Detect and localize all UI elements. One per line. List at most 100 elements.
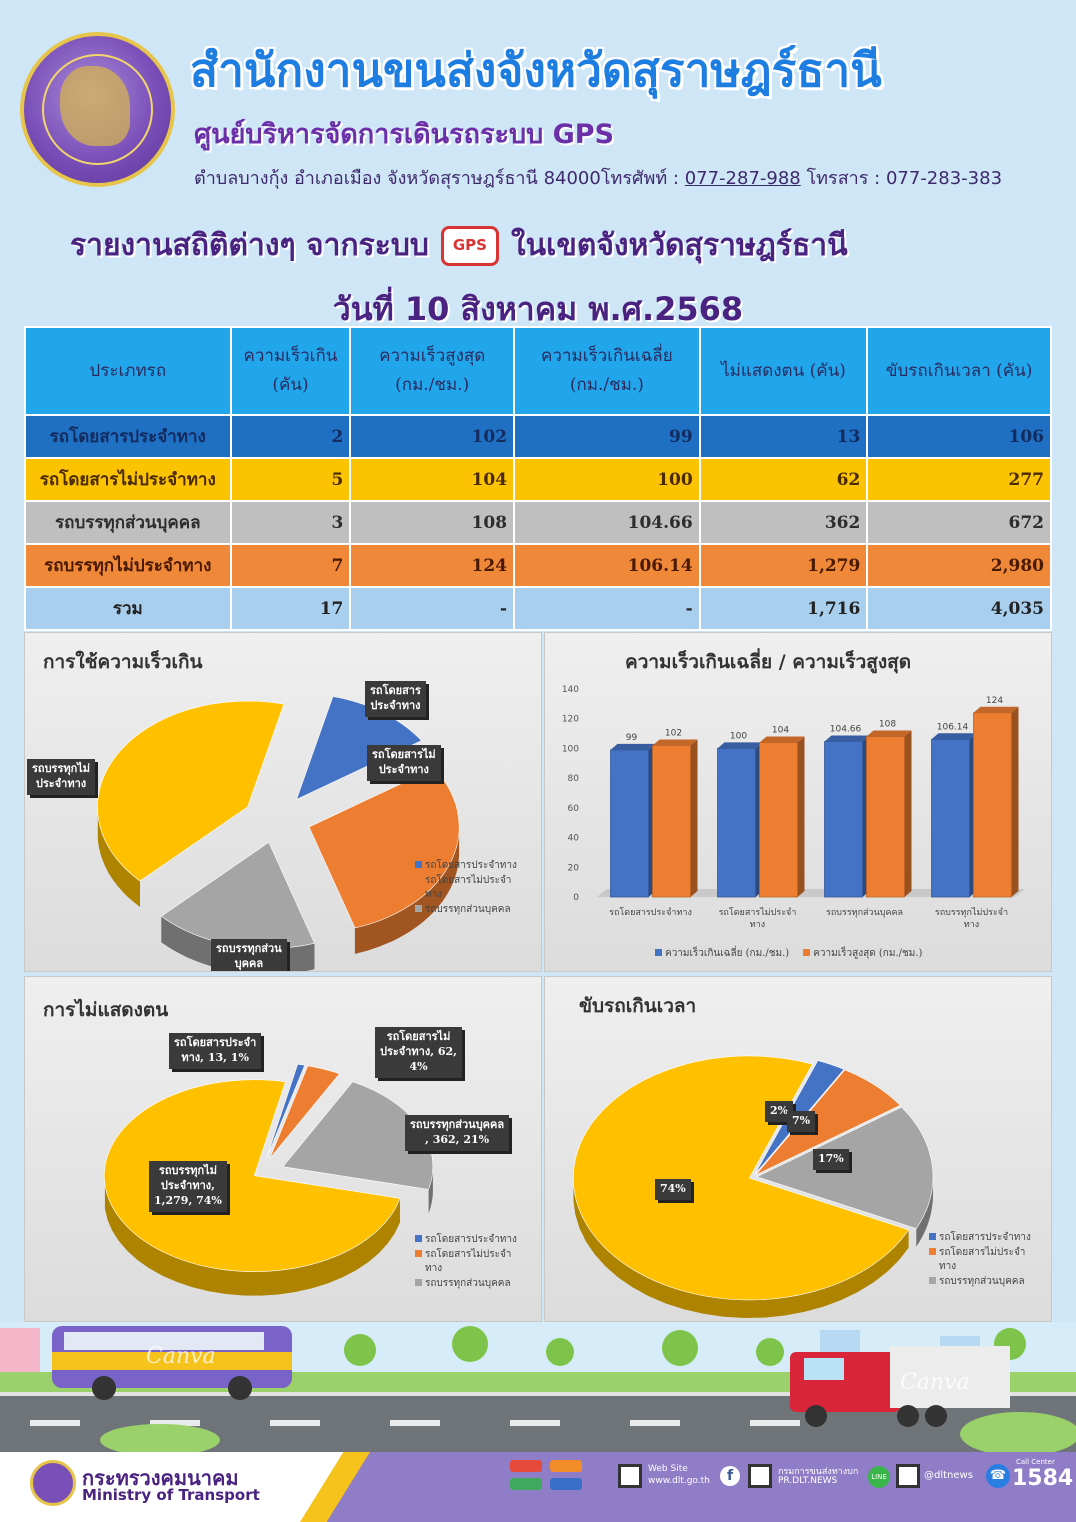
bar-chart-floor	[597, 889, 1025, 897]
bar-data-label: 108	[879, 720, 896, 730]
web-url[interactable]: www.dlt.go.th	[648, 1476, 710, 1486]
unidentified-pie-slice	[266, 1063, 306, 1159]
table-cell: 104.66	[513, 500, 701, 545]
bar-max-speed	[866, 736, 905, 898]
overtime-pie-slice-side	[573, 1182, 909, 1318]
table-cell: 102	[349, 414, 516, 459]
bar-legend-text: ความเร็วเกินเฉลี่ย (กม./ชม.)	[665, 948, 790, 959]
bar-side	[797, 736, 805, 897]
pie1-legend-text: รถโดยสารประจำทาง	[425, 860, 517, 871]
report-title-right: ในเขตจังหวัดสุราษฎร์ธานี	[510, 228, 848, 263]
table-cell: 99	[513, 414, 701, 459]
table-row: รวม 17- -1,716 4,035	[24, 586, 1052, 631]
table-cell: 106.14	[513, 543, 701, 588]
overtime-pie-slice	[755, 1069, 901, 1176]
bar-avg-speed	[931, 738, 970, 898]
unidentified-pie-slice	[269, 1065, 341, 1159]
pie1-label-truck-nonfixed: รถบรรทุกไม่ ประจำทาง	[27, 759, 96, 795]
bar-data-label: 100	[730, 731, 747, 741]
table-cell: 108	[349, 500, 516, 545]
pie2-legend-text: รถโดยสารไม่ประจำ ทาง	[425, 1248, 512, 1275]
unidentified-pie-title: การไม่แสดงตน	[43, 999, 169, 1021]
overspeed-pie-title: การใช้ความเร็วเกิน	[43, 651, 203, 673]
bar-avg-speed	[610, 749, 649, 898]
header-avg-overspeed: ความเร็วเกินเฉลี่ย (กม./ชม.)	[513, 326, 701, 416]
y-tick-label: 0	[573, 893, 579, 903]
x-tick-label: รถโดยสารไม่ประจำ	[719, 907, 797, 918]
bar-top	[824, 735, 870, 742]
bar-side	[904, 730, 912, 897]
pie2-legend: รถโดยสารประจำทาง รถโดยสารไม่ประจำ ทาง รถ…	[415, 1233, 517, 1291]
call-center-number[interactable]: 1584	[1012, 1466, 1074, 1491]
overtime-pie-slice-side	[916, 1179, 933, 1247]
header-overtime: ขับรถเกินเวลา (คัน)	[866, 326, 1052, 416]
pie1-label-bus-nonfixed: รถโดยสารไม่ ประจำทาง	[367, 745, 441, 781]
phone-icon: ☎	[986, 1464, 1010, 1488]
overspeed-pie-slice	[308, 767, 460, 929]
pie3-label-truck-nonfixed: 74%	[655, 1179, 691, 1200]
bar-side	[1011, 706, 1019, 897]
table-cell: 1,279	[698, 543, 869, 588]
table-cell: 104	[349, 457, 516, 502]
pie2-legend-item: รถโดยสารไม่ประจำ ทาง	[415, 1248, 517, 1277]
bar-legend-text: ความเร็วสูงสุด (กม./ชม.)	[813, 948, 923, 959]
x-tick-label: ทาง	[964, 920, 979, 930]
bar-top	[866, 730, 912, 737]
bar-max-speed	[759, 742, 798, 898]
pie3-legend-item: รถโดยสารไม่ประจำ ทาง	[929, 1246, 1031, 1275]
row-vehicle-type: รถโดยสารประจำทาง	[24, 414, 232, 459]
table-cell: 3	[229, 500, 352, 545]
facebook-icon[interactable]: f	[720, 1466, 740, 1486]
innovation-badge	[510, 1478, 542, 1490]
table-row: รถบรรทุกไม่ประจำทาง 7 124 106.14 1,279 2,980	[24, 543, 1052, 588]
pie3-label-bus-fixed: 2%	[765, 1101, 794, 1122]
bar-avg-speed	[717, 748, 756, 898]
line-handle[interactable]: @dltnews	[924, 1470, 973, 1481]
table-cell: 17	[229, 586, 352, 631]
bar-legend-item: ความเร็วเกินเฉลี่ย (กม./ชม.)	[655, 947, 789, 962]
y-tick-label: 80	[568, 774, 580, 784]
x-tick-label: รถบรรทุกส่วนบุคคล	[826, 908, 903, 918]
pie3-legend: รถโดยสารประจำทาง รถโดยสารไม่ประจำ ทาง รถ…	[929, 1231, 1031, 1289]
row-vehicle-type: รถบรรทุกไม่ประจำทาง	[24, 543, 232, 588]
overtime-pie-title: ขับรถเกินเวลา	[579, 995, 697, 1017]
overspeed-pie-panel: การใช้ความเร็วเกิน รถโดยสาร ประจำทาง รถโ…	[24, 632, 542, 972]
pie1-label-truck-private: รถบรรทุกส่วน บุคคล	[211, 939, 287, 971]
line-icon[interactable]: LINE	[868, 1466, 890, 1488]
bar-top	[610, 743, 656, 750]
y-tick-label: 100	[562, 744, 579, 754]
header-overspeed: ความเร็วเกิน (คัน)	[229, 326, 352, 416]
table-cell: 62	[698, 457, 869, 502]
table-header-row: ประเภทรถ ความเร็วเกิน (คัน) ความเร็วสูงส…	[24, 326, 1052, 416]
table-cell: 2,980	[866, 543, 1052, 588]
pie2-legend-item: รถโดยสารประจำทาง	[415, 1233, 517, 1248]
gps-icon: GPS	[440, 225, 499, 266]
pie3-legend-text: รถบรรทุกส่วนบุคคล	[939, 1275, 1025, 1287]
speed-bar-title: ความเร็วเกินเฉลี่ย / ความเร็วสูงสุด	[625, 651, 912, 673]
facebook-handle[interactable]: PR.DLT.NEWS	[778, 1476, 838, 1486]
bar-data-label: 124	[986, 696, 1003, 706]
pie1-legend-item: รถโดยสารประจำทาง	[415, 859, 517, 874]
x-tick-label: รถโดยสารประจำทาง	[609, 907, 692, 918]
bar-top	[759, 736, 805, 743]
table-cell: 4,035	[866, 586, 1052, 631]
bar-data-label: 102	[665, 728, 682, 738]
header-vehicle-type: ประเภทรถ	[24, 326, 232, 416]
table-cell: 5	[229, 457, 352, 502]
report-date: วันที่ 10 สิงหาคม พ.ศ.2568	[332, 290, 744, 328]
y-tick-label: 20	[568, 863, 580, 873]
overspeed-pie-slice	[97, 700, 285, 882]
stats-table: ประเภทรถ ความเร็วเกิน (คัน) ความเร็วสูงส…	[24, 326, 1052, 631]
header-max-speed: ความเร็วสูงสุด (กม./ชม.)	[349, 326, 516, 416]
bar-top	[973, 706, 1019, 713]
pie3-legend-text: รถโดยสารประจำทาง	[939, 1232, 1031, 1243]
canva-watermark: Canva	[146, 1344, 216, 1369]
qr-code-icon	[748, 1464, 772, 1488]
bar-side	[690, 739, 698, 897]
pie1-legend: รถโดยสารประจำทาง รถโดยสารไม่ประจำ ทาง รถ…	[415, 859, 517, 917]
office-title: สำนักงานขนส่งจังหวัดสุราษฎร์ธานี	[190, 43, 882, 97]
pie3-label-bus-nonfixed: 7%	[787, 1111, 816, 1132]
bar-data-label: 99	[626, 733, 638, 743]
phone-link[interactable]: 077-287-988	[684, 168, 801, 189]
y-tick-label: 40	[568, 834, 580, 844]
